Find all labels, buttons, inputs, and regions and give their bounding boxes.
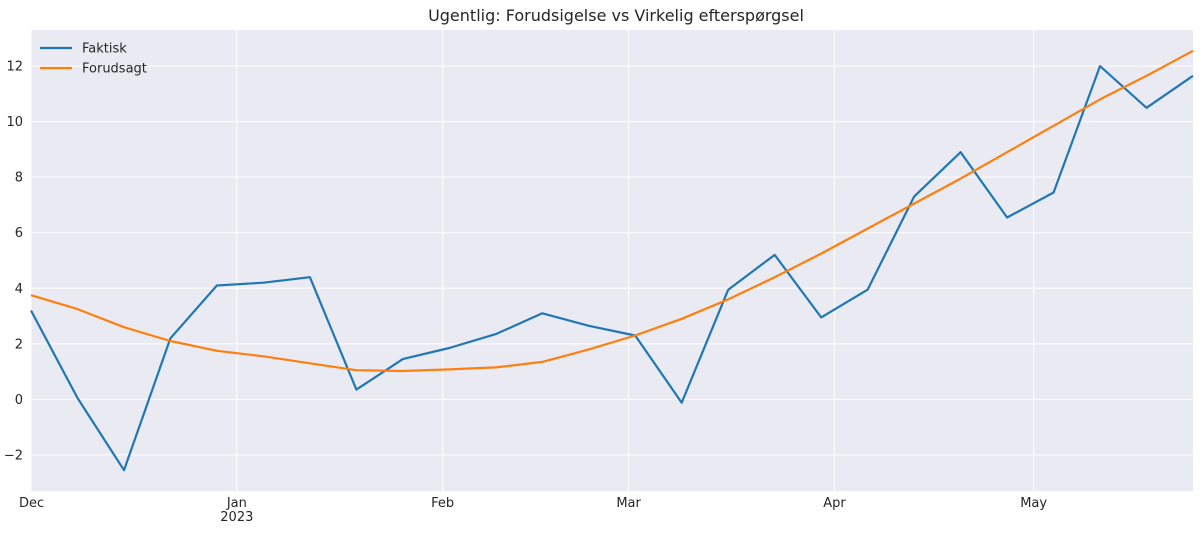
series-lines	[30, 49, 1194, 472]
legend-label: Forudsagt	[82, 62, 147, 77]
chart-title: Ugentlig: Forudsigelse vs Virkelig efter…	[428, 6, 804, 25]
x-tick-label: Apr	[823, 496, 846, 511]
x-tick-label: Feb	[431, 496, 454, 511]
x-tick-label: Dec	[19, 496, 44, 511]
x-tick-label: Jan	[226, 496, 247, 511]
grid-lines	[30, 30, 1193, 491]
y-tick-label: 4	[15, 282, 23, 297]
y-tick-label: 12	[6, 60, 23, 75]
y-tick-label: 8	[15, 171, 23, 186]
y-tick-label: 6	[15, 226, 23, 241]
x-tick-label: Mar	[616, 496, 641, 511]
legend: Faktisk Forudsagt	[40, 42, 147, 77]
legend-label: Faktisk	[82, 42, 127, 57]
y-tick-label: 0	[15, 393, 23, 408]
series-line-faktisk	[30, 64, 1194, 472]
y-tick-label: 10	[6, 115, 23, 130]
y-tick-label: −2	[4, 448, 23, 463]
plot-area	[31, 30, 1193, 491]
series-line-forudsagt	[30, 49, 1194, 373]
y-tick-label: 2	[15, 337, 23, 352]
x-tick-sublabel: 2023	[220, 510, 253, 525]
x-tick-label: May	[1020, 496, 1047, 511]
